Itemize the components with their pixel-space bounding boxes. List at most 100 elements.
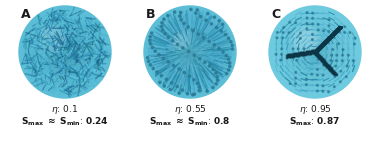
Circle shape xyxy=(167,36,169,38)
Circle shape xyxy=(328,19,330,21)
Circle shape xyxy=(190,8,192,11)
Circle shape xyxy=(193,54,195,56)
Circle shape xyxy=(225,54,228,57)
Circle shape xyxy=(213,16,215,18)
Circle shape xyxy=(40,27,65,52)
Circle shape xyxy=(172,64,175,67)
Circle shape xyxy=(167,27,190,50)
Circle shape xyxy=(176,85,178,88)
Text: C: C xyxy=(271,8,280,21)
Text: $\mathbf{S_{max}}$: $\mathbf{0.87}$: $\mathbf{S_{max}}$: $\mathbf{0.87}$ xyxy=(290,116,341,128)
Circle shape xyxy=(193,93,195,95)
Circle shape xyxy=(196,9,198,11)
Circle shape xyxy=(342,49,344,50)
Circle shape xyxy=(218,20,220,22)
Circle shape xyxy=(162,29,164,31)
Circle shape xyxy=(224,33,226,36)
Circle shape xyxy=(338,43,339,45)
Circle shape xyxy=(342,54,343,56)
Circle shape xyxy=(213,44,215,46)
Circle shape xyxy=(167,15,169,17)
Circle shape xyxy=(167,61,169,63)
Circle shape xyxy=(204,61,206,63)
Circle shape xyxy=(328,42,329,44)
Circle shape xyxy=(305,78,307,80)
Circle shape xyxy=(212,68,214,71)
Circle shape xyxy=(281,48,283,50)
Circle shape xyxy=(169,29,187,47)
Circle shape xyxy=(333,86,335,88)
Circle shape xyxy=(192,29,194,32)
Circle shape xyxy=(168,28,189,49)
Circle shape xyxy=(229,65,231,68)
Circle shape xyxy=(231,44,233,47)
Circle shape xyxy=(304,48,305,50)
Circle shape xyxy=(222,23,224,25)
Circle shape xyxy=(283,26,285,28)
Circle shape xyxy=(230,41,232,43)
Circle shape xyxy=(220,30,223,32)
Circle shape xyxy=(328,91,329,93)
Circle shape xyxy=(198,58,201,60)
Circle shape xyxy=(42,29,62,49)
Circle shape xyxy=(323,30,324,32)
Circle shape xyxy=(183,22,185,24)
Text: $\eta$: 0.1: $\eta$: 0.1 xyxy=(51,103,79,116)
Circle shape xyxy=(169,88,171,91)
Circle shape xyxy=(328,36,330,38)
Circle shape xyxy=(328,25,330,27)
Circle shape xyxy=(156,71,158,73)
Circle shape xyxy=(158,54,160,56)
Circle shape xyxy=(180,11,182,14)
Circle shape xyxy=(149,36,151,38)
Circle shape xyxy=(226,73,228,75)
Circle shape xyxy=(344,26,345,28)
Circle shape xyxy=(161,22,163,24)
Circle shape xyxy=(160,75,163,77)
Circle shape xyxy=(183,71,186,74)
Circle shape xyxy=(317,59,319,60)
Circle shape xyxy=(154,50,156,52)
Circle shape xyxy=(276,37,278,39)
Circle shape xyxy=(186,92,189,95)
Circle shape xyxy=(354,43,355,45)
Circle shape xyxy=(207,12,209,15)
Circle shape xyxy=(280,59,282,61)
Circle shape xyxy=(296,30,316,51)
Circle shape xyxy=(336,60,337,62)
Circle shape xyxy=(149,39,151,41)
Circle shape xyxy=(291,26,321,55)
Circle shape xyxy=(324,60,325,61)
Circle shape xyxy=(269,6,361,98)
Circle shape xyxy=(305,84,307,85)
Circle shape xyxy=(182,47,184,49)
Circle shape xyxy=(205,19,207,21)
Circle shape xyxy=(328,31,330,32)
Circle shape xyxy=(295,22,296,24)
Circle shape xyxy=(198,89,200,92)
Circle shape xyxy=(347,54,349,56)
Circle shape xyxy=(215,83,217,85)
Circle shape xyxy=(322,90,324,92)
Circle shape xyxy=(318,24,319,25)
Circle shape xyxy=(318,51,319,53)
Circle shape xyxy=(208,40,210,42)
Circle shape xyxy=(170,82,173,84)
Circle shape xyxy=(38,25,66,53)
Circle shape xyxy=(216,76,218,78)
Circle shape xyxy=(293,27,319,54)
Text: $\eta$: 0.95: $\eta$: 0.95 xyxy=(299,103,332,116)
Circle shape xyxy=(163,85,165,87)
Circle shape xyxy=(289,83,291,84)
Circle shape xyxy=(333,31,335,33)
Circle shape xyxy=(292,48,294,50)
Circle shape xyxy=(296,59,297,61)
Circle shape xyxy=(336,54,338,56)
Circle shape xyxy=(330,60,332,61)
Circle shape xyxy=(294,29,318,52)
Polygon shape xyxy=(308,29,338,73)
Circle shape xyxy=(218,47,220,50)
Circle shape xyxy=(312,33,313,35)
Circle shape xyxy=(231,48,234,50)
Circle shape xyxy=(144,6,236,98)
